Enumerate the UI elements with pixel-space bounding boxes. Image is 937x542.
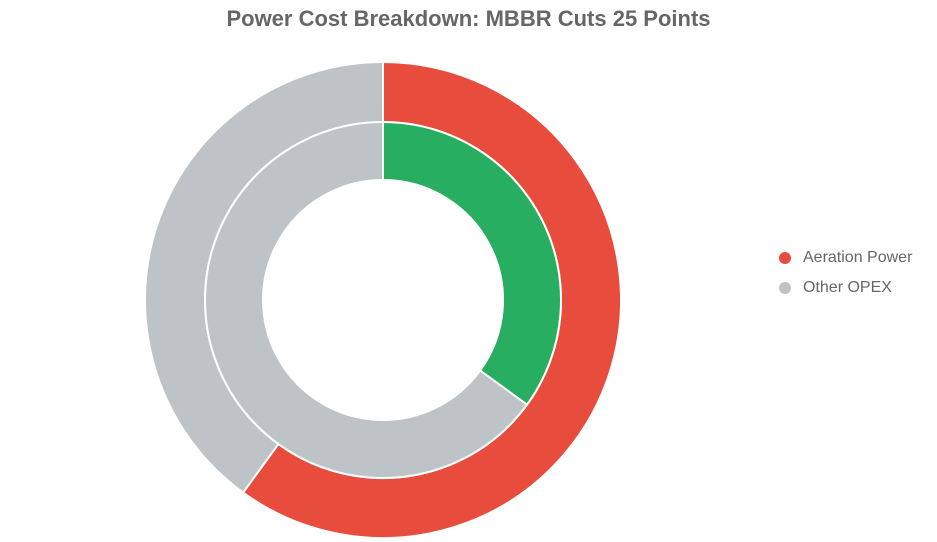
chart-title: Power Cost Breakdown: MBBR Cuts 25 Point… bbox=[226, 6, 711, 31]
inner-ring-slice-aeration-power[interactable] bbox=[382, 121, 562, 406]
chart-legend: Aeration Power Other OPEX bbox=[779, 243, 912, 303]
legend-label: Aeration Power bbox=[803, 249, 913, 266]
legend-item-other-opex[interactable]: Other OPEX bbox=[779, 273, 912, 303]
legend-swatch-icon bbox=[779, 282, 791, 294]
legend-item-aeration-power[interactable]: Aeration Power bbox=[779, 243, 912, 273]
legend-swatch-icon bbox=[779, 252, 791, 264]
legend-label: Other OPEX bbox=[803, 279, 892, 296]
inner-ring-slice-other-opex[interactable] bbox=[204, 121, 529, 479]
